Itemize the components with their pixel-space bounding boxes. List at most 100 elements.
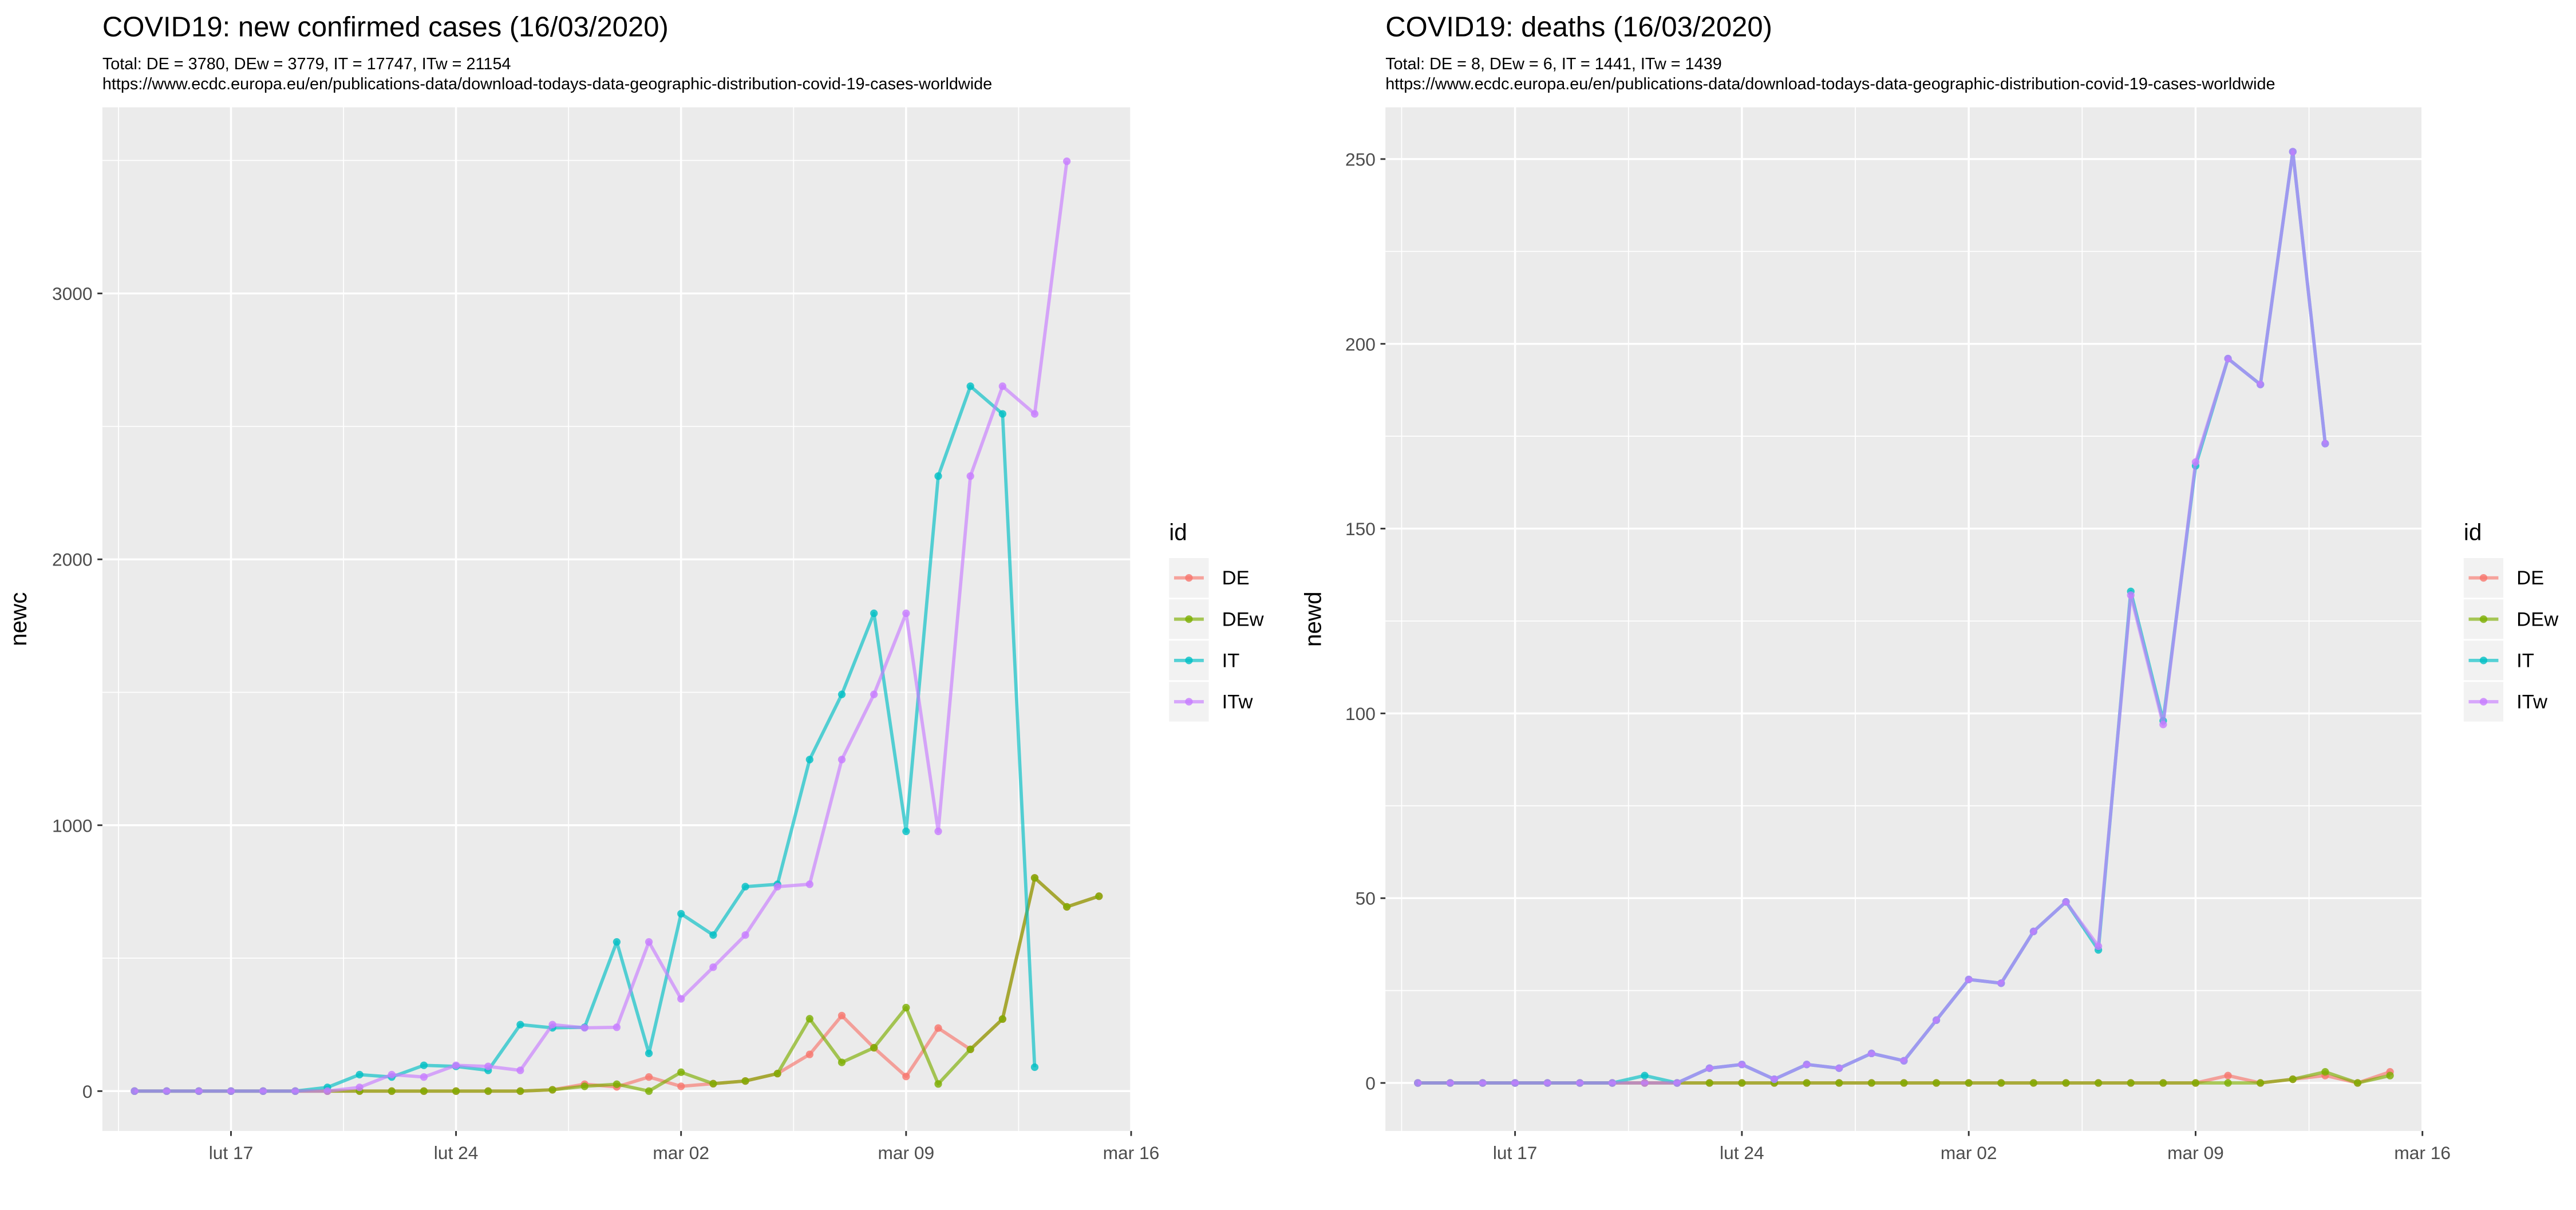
data-point-IT: [516, 1021, 524, 1029]
data-point-DEw: [1997, 1079, 2005, 1087]
x-tick-label: lut 17: [209, 1142, 254, 1163]
x-tick-label: lut 17: [1493, 1142, 1538, 1163]
data-point-ITw: [484, 1062, 492, 1070]
y-tick-label: 200: [1345, 334, 1376, 354]
data-point-DEw: [1835, 1079, 1843, 1087]
data-point-ITw: [1867, 1049, 1875, 1058]
data-point-DEw: [2289, 1075, 2297, 1084]
data-point-DEw: [805, 1015, 813, 1023]
y-tick-label: 0: [1365, 1073, 1376, 1094]
data-point-ITw: [1738, 1061, 1746, 1069]
chart-source-url: https://www.ecdc.europa.eu/en/publicatio…: [102, 75, 992, 93]
legend-label-IT: IT: [2516, 650, 2534, 671]
data-point-IT: [966, 382, 974, 390]
data-point-ITw: [2159, 721, 2167, 729]
data-point-ITw: [1835, 1064, 1843, 1072]
data-point-DEw: [2127, 1079, 2135, 1087]
data-point-DEw: [645, 1087, 653, 1095]
data-point-ITw: [902, 609, 910, 618]
data-point-ITw: [1511, 1079, 1519, 1087]
data-point-DEw: [580, 1082, 588, 1090]
legend-label-IT: IT: [1222, 650, 1240, 671]
chart-panel-2: COVID19: deaths (16/03/2020) Total: DE = …: [1300, 11, 2559, 1163]
data-point-IT: [645, 1049, 653, 1057]
data-point-DE: [2224, 1071, 2232, 1079]
data-point-IT: [805, 756, 813, 764]
data-point-ITw: [291, 1087, 299, 1095]
data-point-DEw: [1738, 1079, 1746, 1087]
data-point-DEw: [1932, 1079, 1941, 1087]
data-point-IT: [355, 1070, 364, 1079]
data-point-DEw: [2224, 1079, 2232, 1087]
x-tick-label: mar 09: [2167, 1142, 2224, 1163]
data-point-DEw: [998, 1015, 1006, 1023]
legend-key-point: [2479, 574, 2488, 582]
data-point-IT: [934, 472, 942, 480]
data-point-DEw: [837, 1058, 846, 1066]
data-point-ITw: [1030, 410, 1039, 418]
data-point-IT: [1641, 1071, 1649, 1079]
chart-subtitle: Total: DE = 3780, DEw = 3779, IT = 17747…: [102, 55, 511, 73]
data-point-ITw: [2127, 591, 2135, 599]
data-point-DEw: [1900, 1079, 1908, 1087]
data-point-IT: [709, 931, 717, 939]
data-point-ITw: [355, 1084, 364, 1092]
data-point-ITw: [1965, 975, 1973, 983]
y-axis-title: newc: [5, 592, 31, 646]
data-point-ITw: [1479, 1079, 1487, 1087]
x-tick-label: mar 16: [2394, 1142, 2451, 1163]
data-point-ITw: [1063, 157, 1071, 165]
legend-key-point: [1185, 574, 1193, 582]
data-point-DE: [837, 1011, 846, 1019]
x-tick-label: lut 24: [434, 1142, 479, 1163]
data-point-ITw: [1414, 1079, 1422, 1087]
legend-label-DE: DE: [1222, 567, 1250, 589]
data-point-ITw: [323, 1087, 331, 1095]
x-tick-label: mar 02: [1941, 1142, 1997, 1163]
data-point-ITw: [131, 1087, 139, 1095]
y-axis-title: newd: [1300, 591, 1326, 647]
chart-title: COVID19: new confirmed cases (16/03/2020…: [102, 11, 669, 42]
data-point-DEw: [2321, 1068, 2329, 1076]
data-point-ITw: [1576, 1079, 1584, 1087]
plot-background: [1385, 107, 2423, 1131]
chart-title: COVID19: deaths (16/03/2020): [1385, 11, 1772, 42]
data-point-ITw: [1932, 1016, 1941, 1024]
data-point-ITw: [998, 382, 1006, 390]
data-point-DEw: [741, 1077, 749, 1085]
y-tick-label: 3000: [52, 283, 93, 304]
data-point-DE: [677, 1082, 685, 1090]
legend-label-ITw: ITw: [1222, 691, 1254, 713]
data-point-ITw: [2321, 440, 2329, 448]
data-point-DEw: [934, 1080, 942, 1088]
data-point-DEw: [2191, 1079, 2200, 1087]
data-point-DEw: [388, 1087, 396, 1095]
data-point-DEw: [1705, 1079, 1713, 1087]
data-point-ITw: [163, 1087, 171, 1095]
data-point-ITw: [1543, 1079, 1551, 1087]
data-point-IT: [837, 690, 846, 698]
data-point-DEw: [548, 1086, 556, 1094]
y-tick-label: 1000: [52, 815, 93, 836]
data-point-ITw: [2029, 927, 2038, 935]
data-point-DE: [934, 1024, 942, 1032]
data-point-ITw: [2289, 148, 2297, 156]
x-tick-label: lut 24: [1720, 1142, 1764, 1163]
data-point-ITw: [516, 1066, 524, 1074]
data-point-DEw: [516, 1087, 524, 1095]
data-point-DEw: [709, 1079, 717, 1088]
data-point-IT: [741, 883, 749, 891]
data-point-DEw: [902, 1003, 910, 1012]
data-point-DEw: [1030, 874, 1039, 882]
chart-subtitle: Total: DE = 8, DEw = 6, IT = 1441, ITw =…: [1385, 55, 1722, 73]
data-point-DEw: [2353, 1079, 2362, 1087]
data-point-DEw: [677, 1068, 685, 1076]
legend-label-DEw: DEw: [2516, 608, 2559, 630]
data-point-DEw: [2159, 1079, 2167, 1087]
legend-key-point: [2479, 615, 2488, 623]
data-point-ITw: [805, 880, 813, 888]
data-point-ITw: [1803, 1061, 1811, 1069]
x-tick-label: mar 09: [878, 1142, 934, 1163]
series-line-ITw: [135, 161, 1069, 1093]
